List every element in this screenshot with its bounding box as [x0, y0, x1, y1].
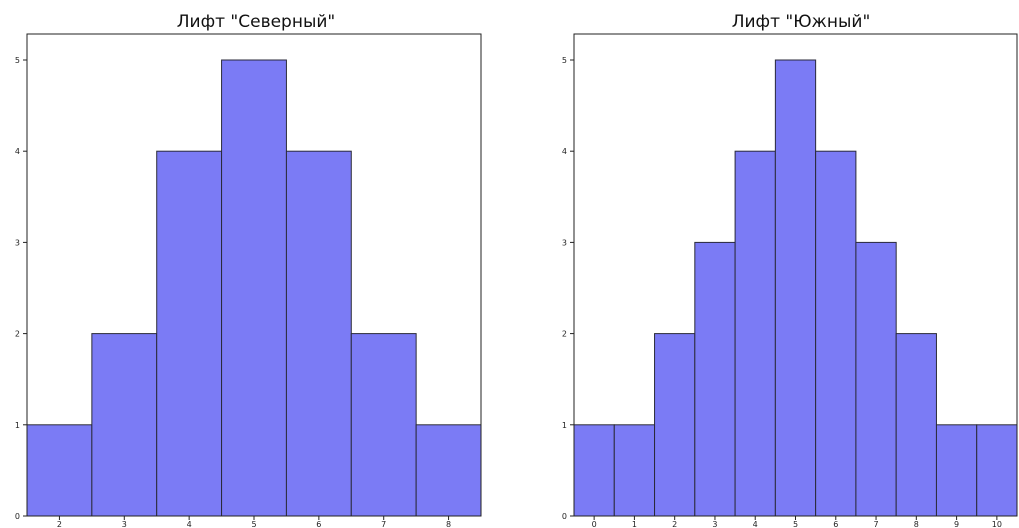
south-bar-5	[774, 59, 817, 517]
south-bar-4	[734, 150, 776, 517]
north-bar-5	[221, 59, 287, 517]
north-ytick-label-4: 4	[15, 147, 20, 156]
south-xtick-label-9: 9	[954, 520, 959, 528]
south-bar-7	[855, 241, 897, 517]
south-xtick-label-5: 5	[793, 520, 798, 528]
south-ytick-label-2: 2	[562, 330, 567, 339]
south-xtick-label-7: 7	[873, 520, 878, 528]
south-xtick-label-6: 6	[833, 520, 838, 528]
north-xtick-label-6: 6	[316, 520, 321, 528]
north-lift-title: Лифт "Северный"	[177, 12, 336, 32]
south-bar-1	[613, 424, 656, 517]
north-ytick-label-3: 3	[15, 238, 20, 247]
south-bar-6	[815, 150, 857, 517]
south-lift-histogram: Лифт "Южный" 0 1 2 3 4 5 0 1 2 3 4 5 6 7 8 9 10	[562, 12, 1018, 528]
south-ytick-label-3: 3	[562, 238, 567, 247]
north-xtick-label-5: 5	[251, 520, 256, 528]
north-ytick-label-1: 1	[15, 421, 20, 430]
south-xtick-label-3: 3	[712, 520, 717, 528]
south-xtick-label-0: 0	[592, 520, 597, 528]
north-xtick-label-2: 2	[57, 520, 62, 528]
south-bar-9	[935, 424, 978, 517]
north-bar-4	[156, 150, 223, 517]
south-bar-10	[976, 424, 1018, 517]
south-lift-title: Лифт "Южный"	[732, 12, 871, 32]
north-xtick-label-8: 8	[446, 520, 451, 528]
north-xtick-label-4: 4	[187, 520, 192, 528]
north-ytick-label-2: 2	[15, 330, 20, 339]
south-ytick-label-1: 1	[562, 421, 567, 430]
north-bar-3	[91, 333, 158, 517]
south-bar-8	[895, 333, 937, 517]
south-bar-3	[694, 241, 736, 517]
north-ytick-label-0: 0	[15, 512, 20, 521]
south-ytick-label-4: 4	[562, 147, 567, 156]
north-bar-6	[285, 150, 352, 517]
north-lift-histogram: Лифт "Северный" 0 1 2 3 4 5 2 3 4 5 6 7 8	[15, 12, 482, 528]
north-bar-2	[26, 424, 93, 517]
south-xtick-label-1: 1	[632, 520, 637, 528]
south-ytick-label-0: 0	[562, 512, 567, 521]
south-xtick-label-4: 4	[753, 520, 758, 528]
south-ytick-label-5: 5	[562, 56, 567, 65]
south-xtick-label-8: 8	[914, 520, 919, 528]
north-xtick-label-3: 3	[122, 520, 127, 528]
south-bar-2	[654, 333, 696, 517]
north-bar-7	[350, 333, 417, 517]
north-xtick-label-7: 7	[381, 520, 386, 528]
north-bar-8	[415, 424, 482, 517]
south-bar-0	[573, 424, 615, 517]
north-ytick-label-5: 5	[15, 56, 20, 65]
south-xtick-label-2: 2	[672, 520, 677, 528]
south-xtick-label-10: 10	[992, 520, 1002, 528]
